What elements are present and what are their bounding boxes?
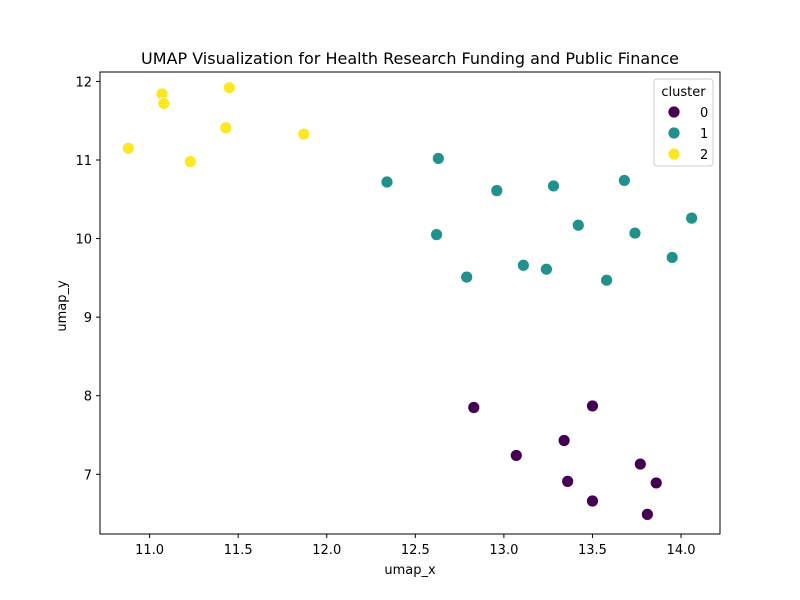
legend-label: 1 — [700, 127, 708, 142]
scatter-point-cluster-0 — [586, 399, 599, 413]
x-tick-label: 12.0 — [312, 543, 341, 558]
scatter-point-cluster-1 — [547, 179, 560, 193]
y-tick-label: 12 — [75, 75, 92, 90]
scatter-point-cluster-0 — [586, 494, 599, 508]
legend-box — [653, 78, 714, 167]
scatter-point-cluster-2 — [183, 155, 197, 168]
y-tick-label: 7 — [84, 468, 92, 483]
x-tick-label: 11.5 — [224, 543, 253, 558]
scatter-point-cluster-1 — [600, 273, 614, 287]
plot-frame — [99, 71, 721, 535]
scatter-point-cluster-0 — [557, 434, 571, 447]
y-tick-label: 9 — [84, 311, 92, 326]
scatter-point-cluster-1 — [540, 262, 553, 276]
legend-marker — [667, 105, 681, 119]
scatter-point-cluster-0 — [467, 401, 481, 414]
x-axis-label: umap_x — [384, 563, 436, 578]
x-tick-label: 13.0 — [489, 543, 518, 558]
x-tick-label: 12.5 — [401, 543, 430, 558]
scatter-point-cluster-2 — [222, 81, 236, 95]
scatter-point-cluster-1 — [516, 258, 530, 272]
scatter-point-cluster-1 — [571, 218, 585, 232]
x-tick-label: 11.0 — [135, 543, 164, 558]
scatter-point-cluster-1 — [460, 270, 474, 284]
scatter-point-cluster-1 — [685, 211, 699, 225]
scatter-point-cluster-0 — [509, 449, 523, 462]
data-points — [121, 81, 699, 521]
y-tick-label: 8 — [84, 390, 92, 405]
scatter-point-cluster-0 — [640, 507, 654, 521]
scatter-point-cluster-1 — [628, 226, 642, 240]
scatter-point-cluster-1 — [665, 251, 679, 264]
y-tick-label: 10 — [75, 233, 92, 248]
scatter-point-cluster-1 — [490, 184, 504, 198]
plot-area — [99, 71, 721, 535]
x-tick-label: 13.5 — [578, 543, 607, 558]
scatter-point-cluster-2 — [121, 141, 135, 155]
scatter-point-cluster-2 — [297, 127, 311, 141]
scatter-point-cluster-1 — [617, 174, 631, 187]
scatter-point-cluster-1 — [430, 228, 443, 242]
legend: cluster 0 1 2 — [653, 78, 714, 167]
legend-marker — [667, 147, 681, 161]
scatter-point-cluster-0 — [649, 476, 663, 490]
legend-marker — [667, 126, 681, 140]
scatter-point-cluster-1 — [431, 152, 445, 165]
scatter-point-cluster-0 — [633, 457, 647, 471]
x-tick-label: 14.0 — [667, 543, 696, 558]
y-axis-label: umap_y — [55, 280, 70, 332]
legend-label: 0 — [700, 106, 708, 121]
x-axis: 11.0 11.5 12.0 12.5 13.0 13.5 14.0 — [135, 534, 696, 558]
y-tick-label: 11 — [75, 154, 92, 169]
chart-title: UMAP Visualization for Health Research F… — [141, 49, 679, 68]
legend-title: cluster — [661, 85, 706, 100]
scatter-point-cluster-0 — [561, 474, 575, 488]
scatter-point-cluster-2 — [219, 121, 233, 135]
scatter-point-cluster-1 — [380, 175, 394, 189]
y-axis: 7 8 9 10 11 12 — [75, 75, 100, 483]
scatter-point-cluster-2 — [157, 97, 171, 110]
legend-label: 2 — [700, 148, 708, 163]
